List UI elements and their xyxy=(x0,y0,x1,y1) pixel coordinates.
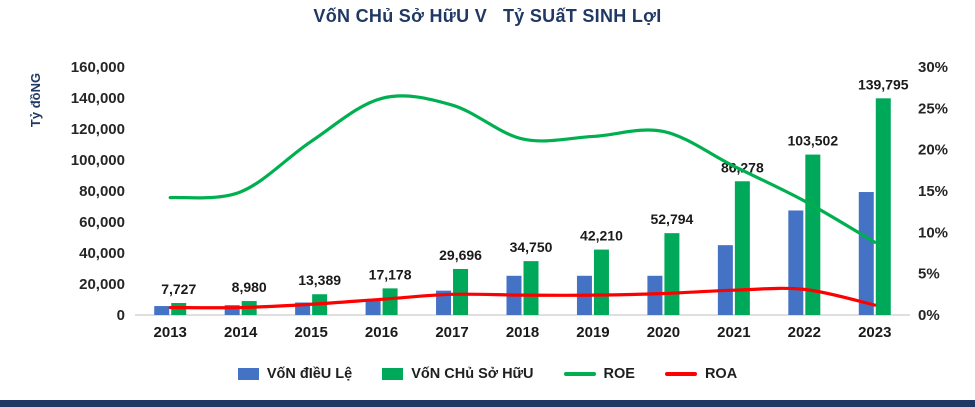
combo-chart: 0 20,000 40,000 60,000 80,000 100,000 120,000 1… xyxy=(28,59,948,341)
bar xyxy=(664,233,680,315)
left-axis-tick-label: 80,000 xyxy=(79,183,125,200)
right-axis-tick-label: 20% xyxy=(918,142,948,159)
bar-data-label: 86,278 xyxy=(721,159,764,175)
bar xyxy=(717,245,733,315)
roa-line xyxy=(168,286,877,310)
bar xyxy=(365,300,381,315)
legend-label: ROE xyxy=(603,366,635,382)
bar xyxy=(154,306,170,315)
x-axis-category-label: 2018 xyxy=(506,324,539,341)
x-axis-category-label: 2019 xyxy=(576,324,609,341)
bar xyxy=(382,288,398,315)
bar-data-label: 139,795 xyxy=(858,76,909,92)
right-axis-tick-label: 0% xyxy=(918,307,940,324)
right-axis-tick-label: 15% xyxy=(918,183,948,200)
x-axis-category-label: 2016 xyxy=(365,324,398,341)
bar-data-label: 17,178 xyxy=(369,266,412,282)
bar xyxy=(436,290,452,315)
bar-data-label: 7,727 xyxy=(161,281,196,297)
bar xyxy=(734,181,750,315)
legend-item: VốN CHủ Sở HữU xyxy=(382,366,534,382)
x-axis-category-label: 2017 xyxy=(435,324,468,341)
left-axis-tick-label: 60,000 xyxy=(79,214,125,231)
legend-label: VốN CHủ Sở HữU xyxy=(411,366,534,382)
legend-line-marker xyxy=(664,372,697,376)
legend-label: ROA xyxy=(704,366,738,382)
bar xyxy=(593,249,609,315)
legend-item: ROA xyxy=(664,366,738,382)
y-axis-title: Tỷ đồNG xyxy=(28,73,43,127)
chart-legend: VốN đIềU Lệ VốN CHủ Sở HữU ROE ROA xyxy=(0,366,975,382)
bar xyxy=(453,268,469,315)
bar-data-label: 52,794 xyxy=(650,211,693,227)
bar-data-label: 29,696 xyxy=(439,247,482,263)
bar-data-label: 103,502 xyxy=(788,133,839,149)
legend-swatch xyxy=(382,368,404,380)
left-axis-tick-label: 160,000 xyxy=(71,59,125,76)
bar-data-label: 8,980 xyxy=(232,279,267,295)
legend-item: VốN đIềU Lệ xyxy=(237,366,353,382)
left-axis-tick-label: 40,000 xyxy=(79,245,125,262)
x-axis-category-label: 2021 xyxy=(717,324,750,341)
bar-data-label: 42,210 xyxy=(580,228,623,244)
chart-title: VốN CHủ Sở HữU V Tỷ SUấT SINH LợI xyxy=(313,6,662,26)
x-axis-category-label: 2020 xyxy=(647,324,680,341)
legend-label: VốN đIềU Lệ xyxy=(266,366,353,382)
bar xyxy=(858,192,874,315)
left-axis-tick-label: 140,000 xyxy=(71,90,125,107)
x-axis-category-label: 2015 xyxy=(294,324,327,341)
bar-data-label: 13,389 xyxy=(298,272,341,288)
x-axis-category-label: 2014 xyxy=(224,324,258,341)
bar xyxy=(523,261,539,315)
x-axis-category-label: 2022 xyxy=(788,324,821,341)
left-axis-tick-label: 0 xyxy=(117,307,125,324)
footer-accent-bar xyxy=(0,400,975,407)
bar xyxy=(875,98,891,315)
legend-swatch xyxy=(237,368,259,380)
right-axis-tick-label: 5% xyxy=(918,266,940,283)
bar xyxy=(224,305,240,315)
right-axis-tick-label: 30% xyxy=(918,59,948,76)
bar-data-label: 34,750 xyxy=(510,239,553,255)
x-axis-category-label: 2023 xyxy=(858,324,891,341)
legend-line-marker xyxy=(563,372,596,376)
x-axis-category-label: 2013 xyxy=(154,324,187,341)
left-axis-tick-label: 100,000 xyxy=(71,152,125,169)
left-axis-tick-label: 120,000 xyxy=(71,121,125,138)
legend-item: ROE xyxy=(563,366,635,382)
bar xyxy=(788,210,804,315)
roe-line xyxy=(168,94,877,244)
right-axis-tick-label: 10% xyxy=(918,224,948,241)
left-axis-tick-label: 20,000 xyxy=(79,276,125,293)
right-axis-tick-label: 25% xyxy=(918,100,948,117)
bar xyxy=(805,154,821,315)
